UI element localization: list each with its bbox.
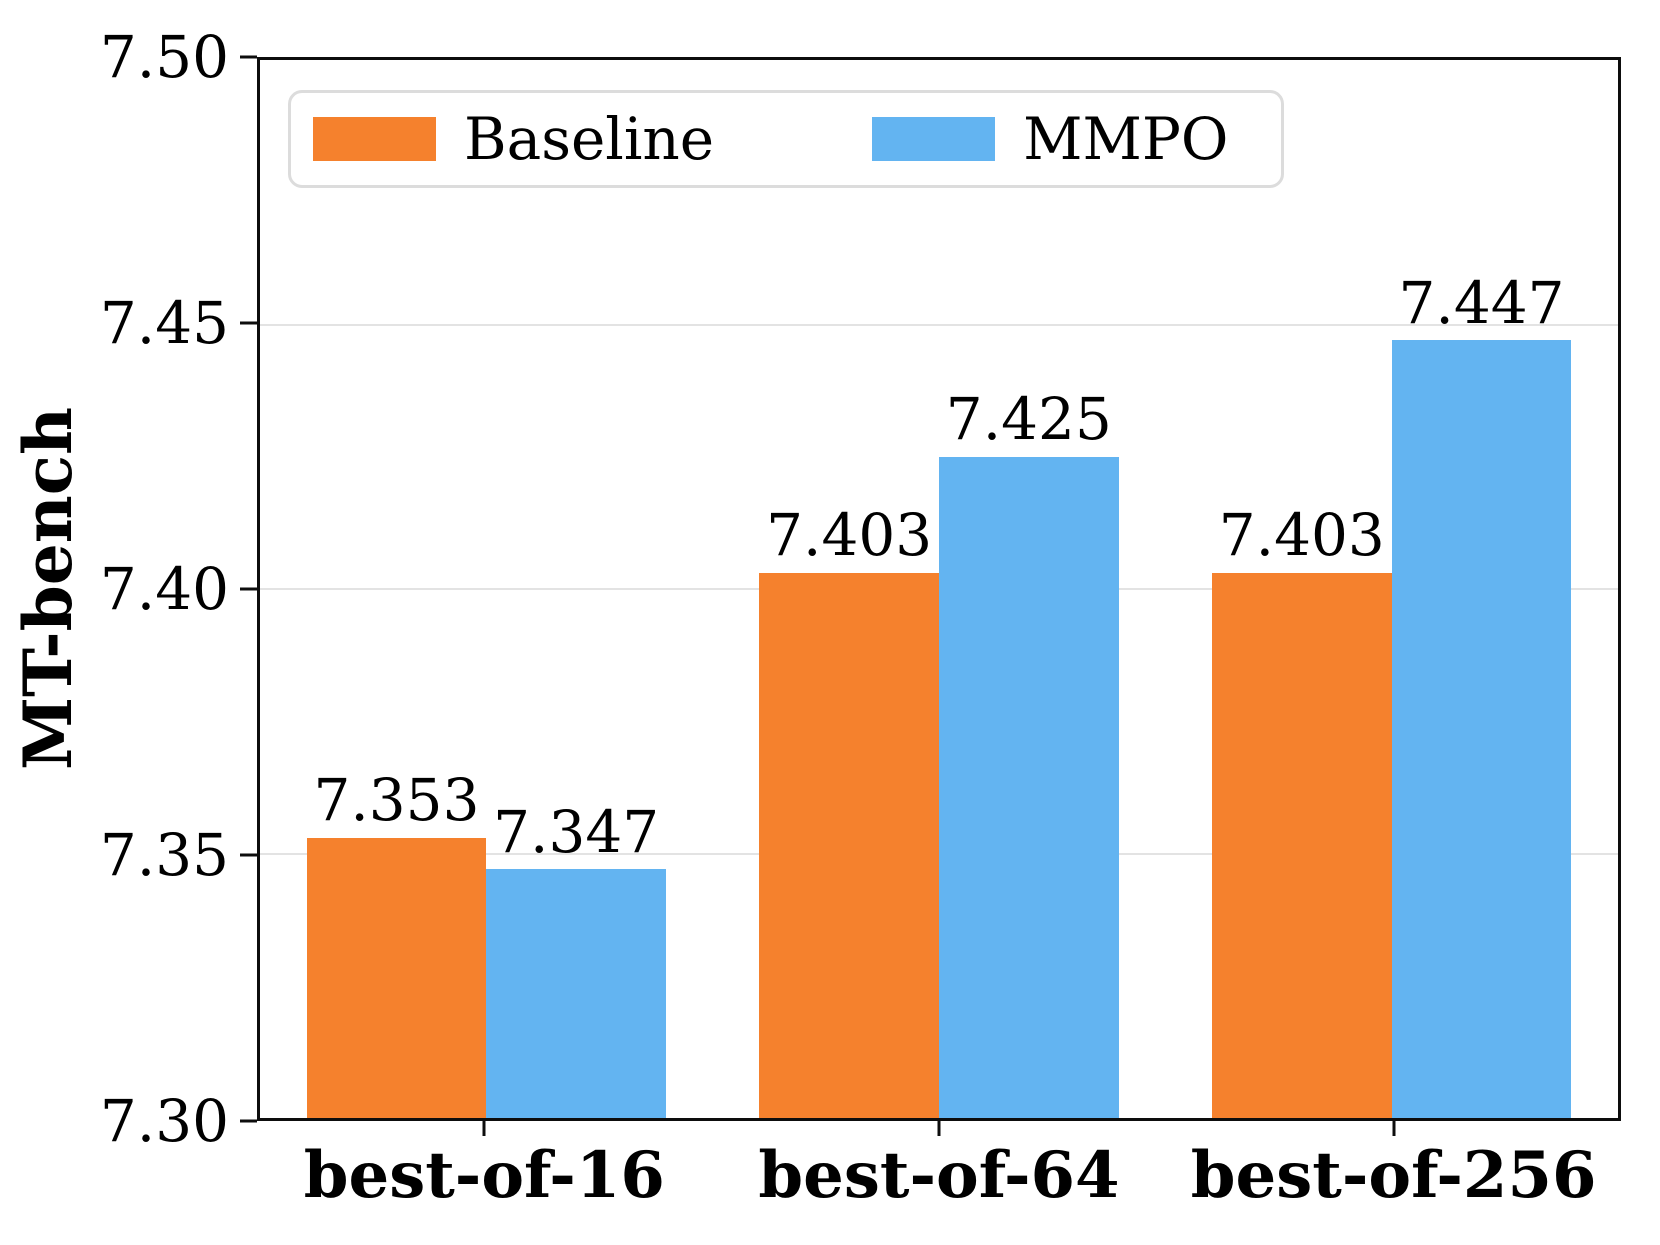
value-label: 7.425 bbox=[945, 385, 1112, 454]
value-label: 7.347 bbox=[493, 797, 660, 866]
legend-label-mmpo: MMPO bbox=[1023, 105, 1229, 173]
x-tick-mark bbox=[482, 1121, 486, 1136]
bar-mmpo-best-of-256: 7.447 bbox=[1391, 269, 1572, 1118]
value-label: 7.403 bbox=[766, 501, 933, 570]
value-label: 7.447 bbox=[1398, 268, 1565, 337]
y-tick-mark bbox=[240, 55, 257, 59]
x-axis: best-of-16 best-of-64 best-of-256 bbox=[257, 1121, 1621, 1245]
y-tick-mark bbox=[240, 853, 257, 857]
x-tick-mark bbox=[937, 1121, 941, 1136]
x-tick-mark bbox=[1392, 1121, 1396, 1136]
baseline-color-swatch bbox=[313, 117, 436, 161]
value-label: 7.353 bbox=[313, 765, 480, 834]
value-label: 7.403 bbox=[1218, 501, 1385, 570]
legend-item-mmpo: MMPO bbox=[872, 105, 1228, 173]
y-tick-mark bbox=[240, 1119, 257, 1123]
gridline bbox=[260, 323, 1618, 326]
bar-group-best-of-64: 7.403 7.425 bbox=[713, 60, 1166, 1118]
bar-baseline-best-of-16: 7.353 bbox=[306, 767, 487, 1118]
bar-mmpo-best-of-16: 7.347 bbox=[486, 798, 667, 1118]
y-tick-label: 7.35 bbox=[99, 821, 229, 889]
x-tick-label-best-of-64: best-of-64 bbox=[758, 1138, 1120, 1213]
legend-item-baseline: Baseline bbox=[313, 105, 714, 173]
y-axis: 7.30 7.35 7.40 7.45 7.50 bbox=[0, 28, 257, 1150]
bar-baseline-best-of-256: 7.403 bbox=[1211, 502, 1392, 1118]
mmpo-color-swatch bbox=[872, 117, 996, 161]
y-tick-label: 7.30 bbox=[99, 1087, 229, 1155]
y-tick-label: 7.45 bbox=[99, 289, 229, 357]
y-tick-mark bbox=[240, 587, 257, 591]
bar-group-best-of-256: 7.403 7.447 bbox=[1165, 60, 1618, 1118]
y-tick-label: 7.40 bbox=[99, 555, 229, 623]
bar-group-best-of-16: 7.353 7.347 bbox=[260, 60, 713, 1118]
bar-baseline-best-of-64: 7.403 bbox=[759, 502, 939, 1118]
plot-area: Baseline MMPO 7.353 7.347 7.403 7.425 7.403 7… bbox=[257, 57, 1621, 1121]
bar-mmpo-best-of-64: 7.425 bbox=[938, 386, 1119, 1118]
legend-label-baseline: Baseline bbox=[464, 105, 715, 173]
x-tick-label-best-of-256: best-of-256 bbox=[1190, 1138, 1597, 1213]
x-tick-label-best-of-16: best-of-16 bbox=[303, 1138, 665, 1213]
y-tick-mark bbox=[240, 321, 257, 325]
legend: Baseline MMPO bbox=[288, 90, 1284, 188]
y-tick-label: 7.50 bbox=[99, 23, 229, 91]
